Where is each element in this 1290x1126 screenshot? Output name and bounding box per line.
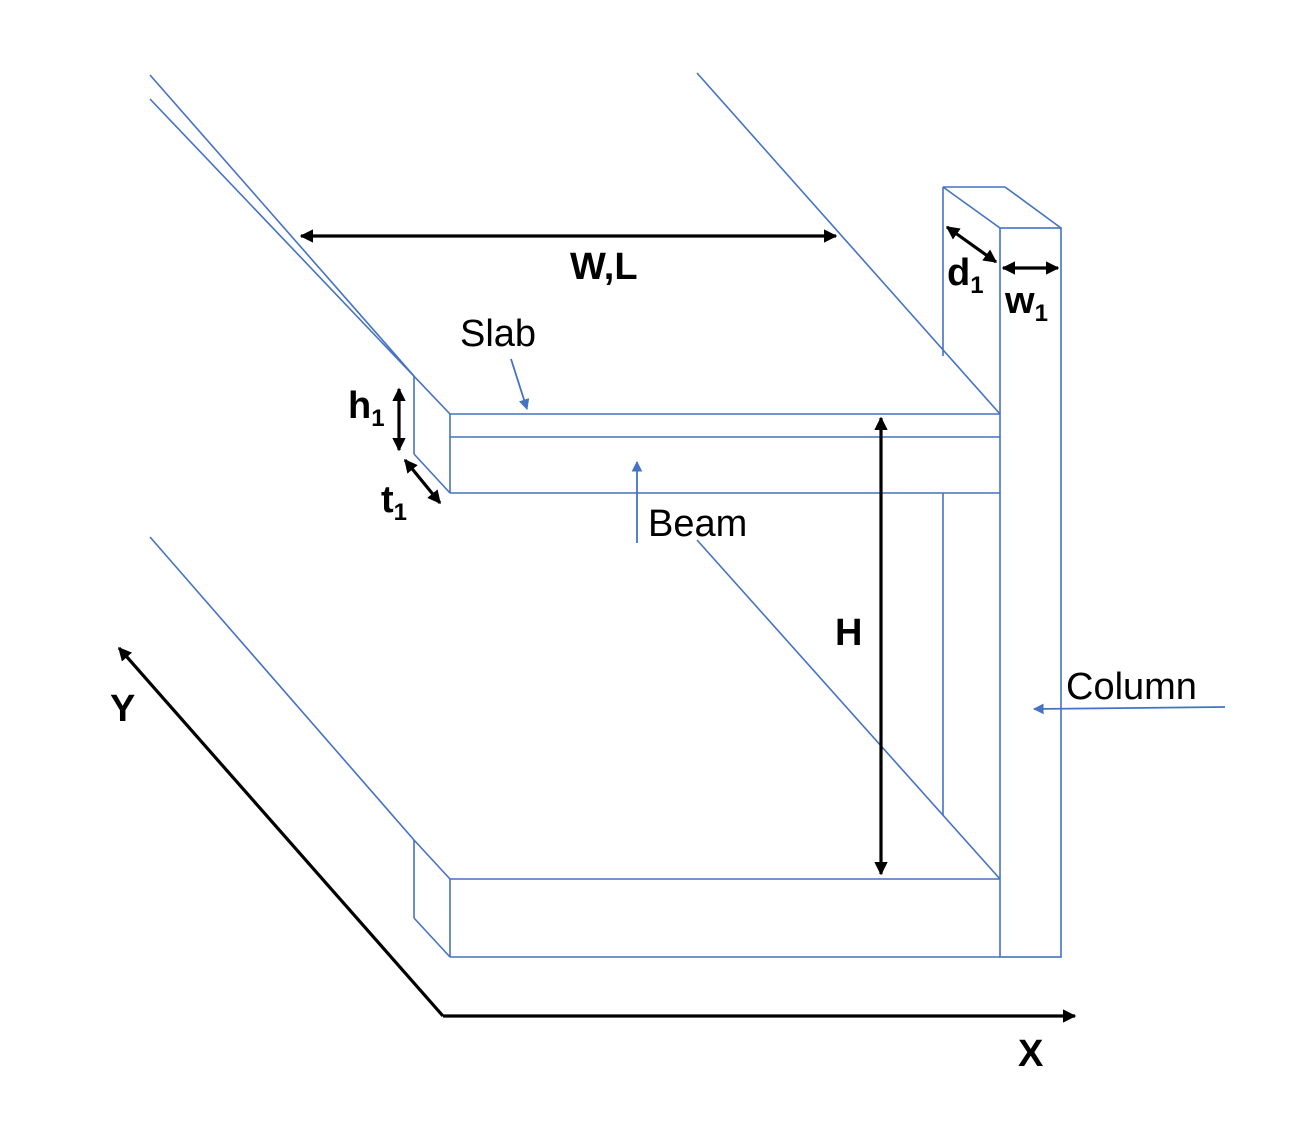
- slab-thickness-label: t1: [381, 479, 407, 526]
- column-pointer: [1032, 703, 1226, 715]
- column-label: Column: [1066, 666, 1197, 708]
- slab-label: Slab: [460, 313, 536, 355]
- lower-beam-end-face-top: [413, 839, 451, 880]
- axes: [117, 646, 1077, 1023]
- column-width-label-main: w: [1004, 280, 1035, 322]
- beam-height-label: h1: [348, 385, 385, 432]
- slab-pointer: [510, 358, 530, 411]
- beam-label: Beam: [648, 503, 747, 545]
- dimension-arrows: [299, 225, 1060, 876]
- lower-slab-edge-right: [696, 539, 1001, 880]
- axis-y-label: Y: [110, 688, 135, 730]
- slab-thickness-dimension-arrow: [403, 458, 442, 505]
- slab-thickness-label-sub: 1: [394, 499, 407, 526]
- beam-height-label-main: h: [348, 385, 371, 427]
- column-depth-label-main: d: [947, 252, 970, 294]
- column-depth-label: d1: [947, 252, 984, 299]
- structure: [149, 72, 1062, 958]
- axis-x-label: X: [1018, 1033, 1044, 1075]
- labels: W,L Slab Beam Column H h1 t1 d1 w1 X Y: [110, 246, 1197, 1075]
- column-width-label-sub: 1: [1035, 300, 1048, 327]
- column-top-left: [942, 186, 1001, 229]
- column-depth-label-sub: 1: [970, 272, 983, 299]
- beam-end-face-bottom: [413, 453, 451, 494]
- column-top-right: [1004, 186, 1062, 229]
- slab-edge-right: [696, 72, 1001, 415]
- pointer-arrows: [510, 358, 1226, 715]
- axis-y-line: [117, 646, 445, 1018]
- slab-thickness-label-main: t: [381, 479, 394, 521]
- column-front-face: [999, 227, 1062, 958]
- column-width-label: w1: [1004, 280, 1048, 327]
- column-depth-dimension-arrow: [945, 225, 998, 264]
- slab-edge-left-outer: [149, 74, 415, 377]
- height-label: H: [835, 612, 862, 654]
- lower-slab-edge-left: [149, 536, 415, 841]
- lower-beam-end-face-bottom: [413, 917, 451, 958]
- slab-edge-left-inner: [149, 98, 451, 415]
- span-label: W,L: [570, 246, 638, 288]
- beam-height-label-sub: 1: [371, 405, 384, 432]
